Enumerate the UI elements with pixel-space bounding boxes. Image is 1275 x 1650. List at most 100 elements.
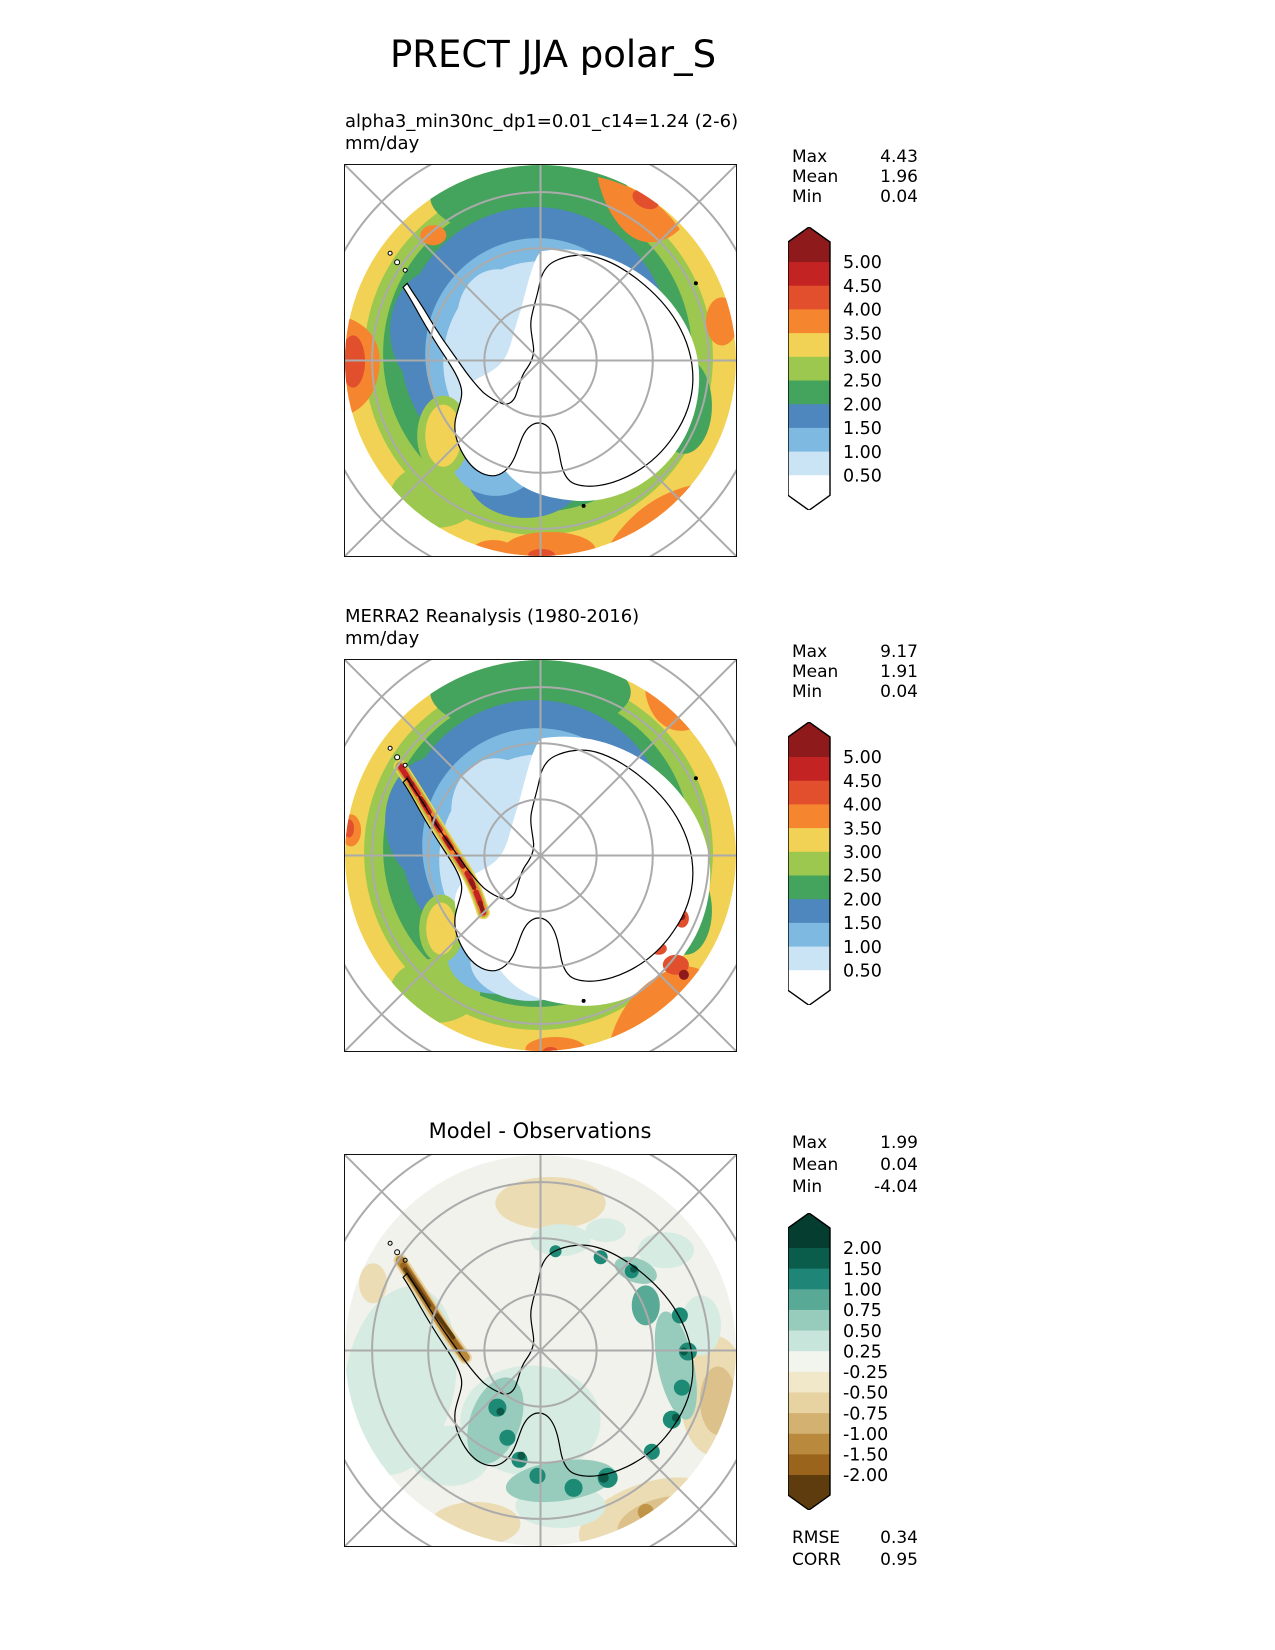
colorbar-tick-label: 1.50 xyxy=(843,1260,882,1280)
colorbar-difference: 2.001.501.000.750.500.25-0.25-0.50-0.75-… xyxy=(788,1213,888,1511)
stat-value: -4.04 xyxy=(874,1177,918,1197)
colorbar-tick-label: 4.00 xyxy=(843,301,882,321)
colorbar-segment xyxy=(788,1433,831,1455)
panel1-stat-max: Max 4.43 xyxy=(792,147,918,168)
stat-label: Min xyxy=(792,1177,823,1197)
stat-label: Mean xyxy=(792,167,839,187)
colorbar-segment xyxy=(788,1371,831,1394)
stat-value: 0.04 xyxy=(880,682,918,702)
stat-value: 9.17 xyxy=(880,642,918,662)
colorbar-tick-label: -1.50 xyxy=(843,1446,888,1466)
colorbar-tick-label: 1.00 xyxy=(843,443,882,463)
colorbar-segment xyxy=(788,261,831,287)
peninsula-precip-maximum xyxy=(393,759,490,920)
colorbar-segment xyxy=(788,285,831,310)
antarctica-coastline xyxy=(402,749,694,982)
colorbar-outline xyxy=(788,227,831,511)
colorbar-tick-label: 4.50 xyxy=(843,772,882,792)
colorbar-tick-label: 2.50 xyxy=(843,372,882,392)
stat-value: 0.04 xyxy=(880,1155,918,1175)
antarctica-coastline xyxy=(402,1244,694,1477)
colorbar-tick-label: 2.00 xyxy=(843,1239,882,1259)
colorbar-tick-label: 4.50 xyxy=(843,277,882,297)
colorbar-segment xyxy=(788,875,831,900)
colorbar-tick-label: 1.50 xyxy=(843,914,882,934)
islands xyxy=(387,250,698,508)
colorbar-segment xyxy=(788,899,831,924)
panel3-metric-corr: CORR 0.95 xyxy=(792,1550,918,1571)
map-difference-polar-south xyxy=(345,1155,736,1546)
colorbar-tick-label: 2.00 xyxy=(843,395,882,415)
colorbar-tick-label: 3.00 xyxy=(843,348,882,368)
colorbar-segment xyxy=(788,451,831,476)
colorbar-tick-label: -0.25 xyxy=(843,1363,888,1383)
colorbar-segment xyxy=(788,1351,831,1373)
colorbar-tick-label: 1.00 xyxy=(843,1280,882,1300)
colorbar-extend-low xyxy=(788,475,831,511)
metric-label: CORR xyxy=(792,1550,841,1570)
graticule xyxy=(345,165,736,556)
precip-field xyxy=(345,165,736,556)
colorbar-segment xyxy=(788,356,831,382)
colorbar-tick-label: -2.00 xyxy=(843,1466,888,1486)
stat-value: 0.04 xyxy=(880,187,918,207)
stat-label: Mean xyxy=(792,1155,839,1175)
colorbar-precip-merra2: 5.00 4.50 4.00 3.50 3.00 2.50 2.00 1.50 1.00 0.50 xyxy=(788,722,882,1006)
colorbar-tick-label: 5.00 xyxy=(843,253,882,273)
colorbar-segment xyxy=(788,1330,831,1352)
stat-label: Min xyxy=(792,187,823,207)
colorbar-segment xyxy=(788,1289,831,1311)
colorbar-tick-label: 1.50 xyxy=(843,419,882,439)
peninsula-dry-bias-streak xyxy=(393,1253,472,1365)
colorbar-tick-label: 2.00 xyxy=(843,890,882,910)
stat-label: Max xyxy=(792,1133,828,1153)
colorbar-tick-label: 4.00 xyxy=(843,796,882,816)
panel2-units: mm/day xyxy=(345,628,420,649)
stat-label: Max xyxy=(792,147,828,167)
colorbar-tick-label: 0.75 xyxy=(843,1301,882,1321)
islands xyxy=(387,745,698,1003)
colorbar-tick-label: 0.25 xyxy=(843,1342,882,1362)
colorbar-segment xyxy=(788,946,831,971)
islands xyxy=(387,1240,408,1263)
colorbar-tick-label: -1.00 xyxy=(843,1425,888,1445)
stat-value: 1.96 xyxy=(880,167,918,187)
panel2-title: MERRA2 Reanalysis (1980-2016) xyxy=(345,606,640,627)
colorbar-tick-label: 3.50 xyxy=(843,324,882,344)
panel1-stat-mean: Mean 1.96 xyxy=(792,167,918,188)
antarctica-landmass xyxy=(402,254,694,487)
stat-value: 1.91 xyxy=(880,662,918,682)
figure-title: PRECT JJA polar_S xyxy=(389,33,717,76)
colorbar-extend-high xyxy=(788,1213,831,1248)
colorbar-tick-label: 2.50 xyxy=(843,867,882,887)
panel3-map-frame xyxy=(344,1154,737,1547)
colorbar-segment xyxy=(788,828,831,853)
panel1-map-frame xyxy=(344,164,737,557)
colorbar-segment xyxy=(788,1392,831,1414)
colorbar-segment xyxy=(788,380,831,405)
colorbar-tick-label: -0.50 xyxy=(843,1384,888,1404)
colorbar-outline xyxy=(788,722,831,1006)
graticule xyxy=(345,1155,736,1546)
colorbar-tick-label: 0.50 xyxy=(843,1322,882,1342)
colorbar-segment xyxy=(788,756,831,782)
panel3-stat-max: Max 1.99 xyxy=(792,1133,918,1154)
panel1-stat-min: Min 0.04 xyxy=(792,187,918,208)
colorbar-extend-low xyxy=(788,970,831,1006)
panel3-stat-mean: Mean 0.04 xyxy=(792,1155,918,1176)
map-model-polar-south xyxy=(345,165,736,556)
panel2-stat-max: Max 9.17 xyxy=(792,642,918,663)
panel2-map-frame xyxy=(344,659,737,1052)
panel2-stat-mean: Mean 1.91 xyxy=(792,662,918,683)
colorbar-tick-label: 3.00 xyxy=(843,843,882,863)
colorbar-segment xyxy=(788,427,831,453)
colorbar-segment xyxy=(788,1309,831,1332)
colorbar-segment xyxy=(788,804,831,829)
colorbar-segment xyxy=(788,1413,831,1435)
colorbar-segment xyxy=(788,1268,831,1290)
stat-label: Min xyxy=(792,682,823,702)
metric-label: RMSE xyxy=(792,1528,841,1548)
panel1-units: mm/day xyxy=(345,133,420,154)
colorbar-tick-label: 0.50 xyxy=(843,961,882,981)
